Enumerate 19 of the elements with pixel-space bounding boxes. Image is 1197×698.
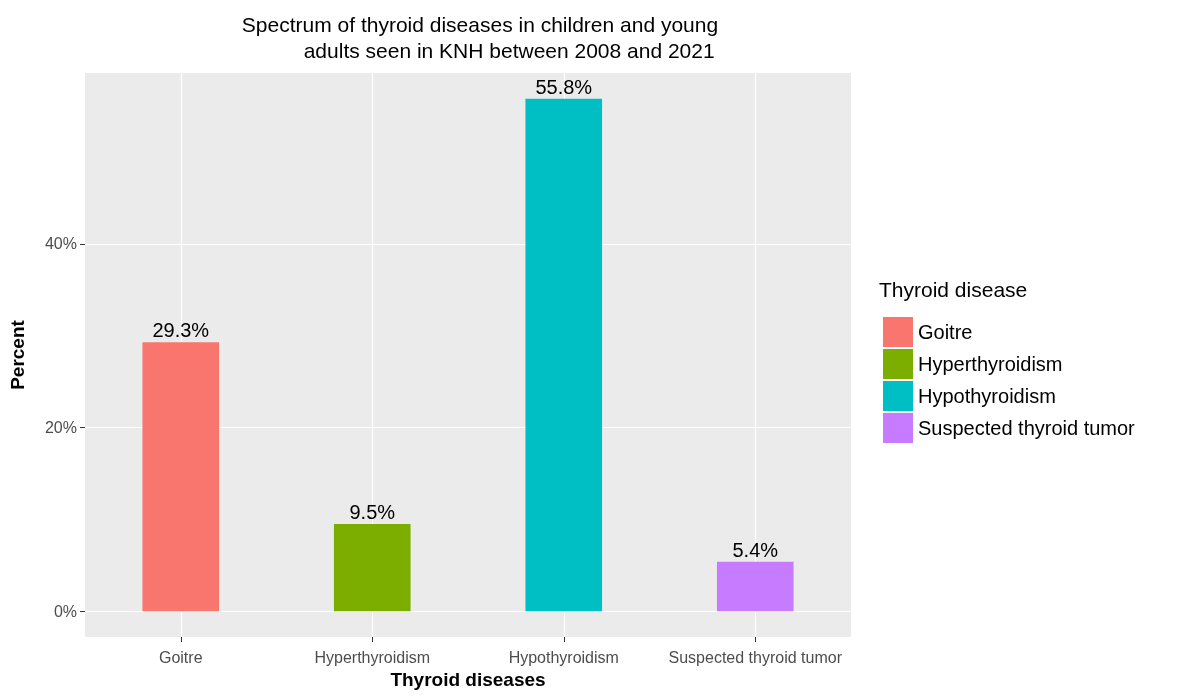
- legend-label: Suspected thyroid tumor: [918, 417, 1136, 439]
- x-tick-label: Hyperthyroidism: [314, 648, 431, 666]
- y-tick-label: 20%: [44, 419, 77, 437]
- legend-label: Hypothyroidism: [918, 385, 1056, 407]
- legend-label: Hyperthyroidism: [918, 353, 1063, 375]
- x-tick-label: Goitre: [158, 648, 203, 666]
- data-label: 9.5%: [349, 501, 396, 524]
- y-axis-title: Percent: [7, 319, 28, 390]
- x-tick-label: Hypothyroidism: [508, 648, 619, 666]
- chart-title: Spectrum of thyroid diseases in children and young adults seen in KNH between 2008 and 2021: [241, 12, 719, 62]
- legend-title: Thyroid disease: [879, 278, 1028, 301]
- data-label: 55.8%: [535, 75, 593, 98]
- y-tick-label: 40%: [44, 235, 77, 253]
- data-label: 29.3%: [152, 319, 210, 342]
- x-axis-title: Thyroid diseases: [390, 669, 546, 690]
- x-tick-label: Suspected thyroid tumor: [668, 648, 843, 666]
- y-tick-label: 0%: [53, 602, 77, 620]
- legend-label: Goitre: [918, 321, 973, 343]
- data-label: 5.4%: [732, 538, 779, 561]
